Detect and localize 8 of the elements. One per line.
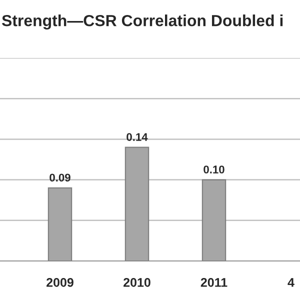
data-label: 0.14 bbox=[126, 133, 148, 141]
chart-title: Strength—CSR Correlation Doubled i bbox=[2, 14, 283, 30]
data-label: 0.09 bbox=[50, 174, 70, 182]
x-tick-label: 2011 bbox=[200, 278, 228, 287]
data-label: 0.10 bbox=[204, 166, 224, 174]
x-tick-label: 2010 bbox=[124, 278, 150, 287]
x-tick-label: 2009 bbox=[46, 278, 74, 287]
x-tick-label: 4 bbox=[288, 278, 294, 287]
